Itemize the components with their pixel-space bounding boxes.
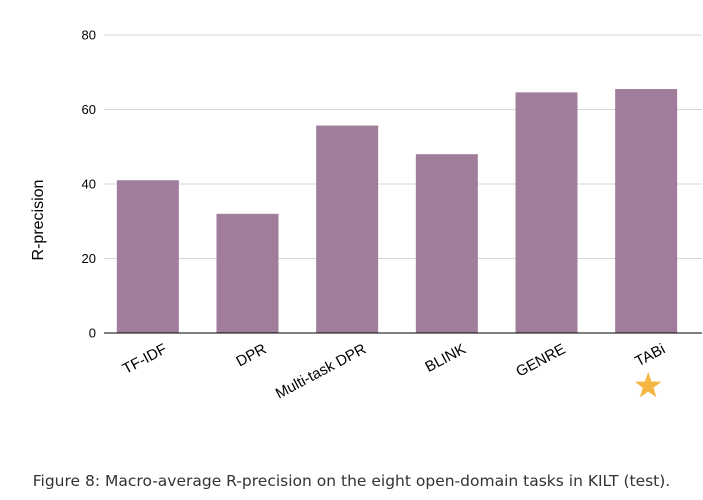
figure-caption: Figure 8: Macro-average R-precision on t…: [32, 472, 671, 490]
bar-tabi: [615, 89, 678, 333]
bar-chart: 0 20 40 60 80 TF-IDF DPR Multi-task DPR BLINK GE…: [30, 28, 702, 402]
x-tick-label: TF-IDF: [120, 341, 170, 378]
bar-blink: [415, 154, 478, 333]
y-tick-label: 40: [82, 177, 96, 192]
bar-dpr: [216, 213, 279, 333]
x-tick-label: BLINK: [422, 341, 468, 376]
bar-multi-task-dpr: [316, 125, 379, 333]
y-tick-labels: 0 20 40 60 80: [82, 28, 96, 341]
star-icon-group: [634, 372, 662, 398]
x-tick-labels: TF-IDF DPR Multi-task DPR BLINK GENRE TABi: [120, 340, 668, 402]
bar-genre: [515, 92, 578, 334]
y-tick-label: 20: [82, 251, 96, 266]
x-tick-label: GENRE: [513, 341, 568, 381]
y-tick-label: 60: [82, 102, 96, 117]
bars: [116, 89, 678, 334]
x-tick-label: Multi-task DPR: [273, 340, 369, 402]
y-tick-label: 0: [89, 326, 96, 341]
x-tick-label: DPR: [233, 340, 269, 370]
y-axis-label: R-precision: [30, 180, 47, 261]
star-icon: [634, 372, 662, 398]
x-tick-label: TABi: [632, 341, 668, 371]
y-tick-label: 80: [82, 28, 96, 43]
gridlines: [104, 34, 702, 259]
bar-tf-idf: [116, 180, 179, 333]
